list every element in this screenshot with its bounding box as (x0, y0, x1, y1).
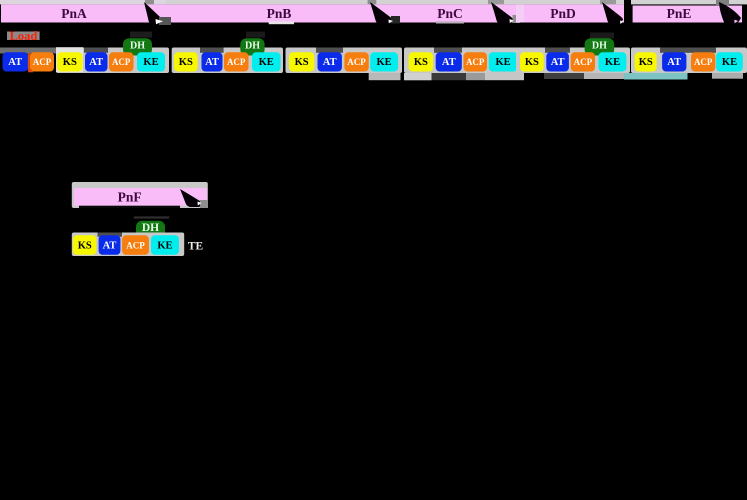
svg-text:PnD: PnD (550, 6, 576, 21)
svg-text:ACP: ACP (466, 57, 485, 67)
svg-text:KS: KS (525, 57, 539, 68)
svg-text:ACP: ACP (227, 57, 246, 67)
svg-text:DH: DH (592, 41, 607, 52)
svg-text:AT: AT (442, 57, 456, 68)
svg-text:ACP: ACP (694, 57, 713, 67)
svg-text:KE: KE (143, 57, 158, 68)
svg-text:ACP: ACP (112, 57, 131, 67)
svg-text:TE: TE (188, 241, 204, 253)
svg-text:KS: KS (63, 57, 77, 68)
svg-text:AT: AT (205, 57, 219, 68)
svg-text:AT: AT (551, 57, 565, 68)
svg-text:KS: KS (639, 57, 653, 68)
svg-text:ACP: ACP (126, 240, 145, 250)
svg-text:AT: AT (89, 57, 103, 68)
svg-text:PnC: PnC (437, 6, 463, 21)
svg-text:KE: KE (157, 240, 172, 251)
svg-text:AT: AT (103, 240, 117, 251)
svg-text:KE: KE (377, 57, 392, 68)
svg-text:DH: DH (142, 222, 159, 234)
svg-text:KE: KE (259, 57, 274, 68)
svg-text:AT: AT (323, 57, 337, 68)
svg-text:KE: KE (496, 57, 511, 68)
svg-text:ACP: ACP (574, 57, 593, 67)
svg-text:PnA: PnA (61, 6, 87, 21)
svg-text:PnE: PnE (667, 6, 692, 21)
svg-text:KS: KS (78, 240, 92, 251)
svg-text:Load: Load (10, 29, 38, 43)
svg-text:AT: AT (667, 57, 681, 68)
svg-text:PnB: PnB (267, 6, 292, 21)
svg-text:KS: KS (295, 57, 309, 68)
svg-text:ACP: ACP (33, 57, 52, 67)
svg-text:KS: KS (179, 57, 193, 68)
svg-text:KE: KE (722, 57, 737, 68)
svg-text:PnF: PnF (118, 190, 142, 205)
svg-text:KS: KS (414, 57, 428, 68)
svg-text:DH: DH (130, 41, 145, 52)
svg-text:KE: KE (605, 57, 620, 68)
svg-text:AT: AT (8, 57, 22, 68)
svg-text:ACP: ACP (347, 57, 366, 67)
svg-text:DH: DH (245, 41, 260, 52)
